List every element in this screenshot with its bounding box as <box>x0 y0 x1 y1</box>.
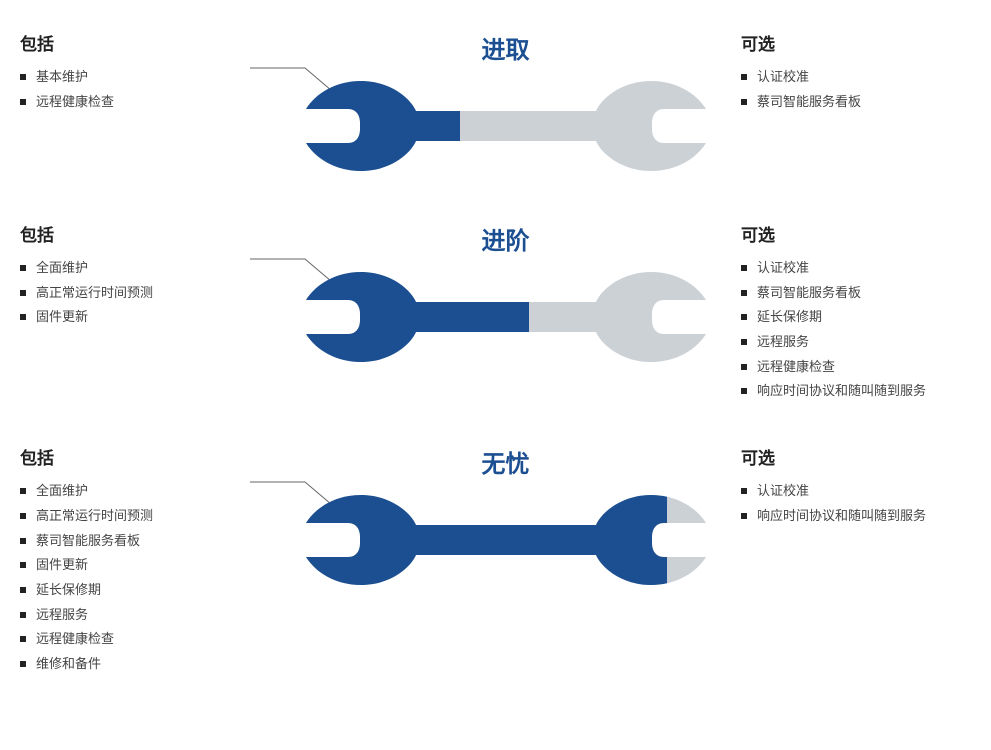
center-column: 进阶 <box>270 221 741 372</box>
included-column: 包括 全面维护高正常运行时间预测固件更新 <box>20 221 270 330</box>
included-column: 包括 基本维护远程健康检查 <box>20 30 270 114</box>
tier-title: 进取 <box>482 30 530 65</box>
included-item: 远程健康检查 <box>20 627 270 652</box>
included-item: 高正常运行时间预测 <box>20 504 270 529</box>
wrench-graphic <box>276 71 736 181</box>
included-item: 蔡司智能服务看板 <box>20 529 270 554</box>
included-item: 维修和备件 <box>20 652 270 677</box>
optional-column: 可选 认证校准蔡司智能服务看板延长保修期远程服务远程健康检查响应时间协议和随叫随… <box>741 221 971 404</box>
included-item: 高正常运行时间预测 <box>20 281 270 306</box>
included-heading: 包括 <box>20 221 270 246</box>
included-item: 固件更新 <box>20 305 270 330</box>
wrench-icon <box>276 485 736 595</box>
optional-heading: 可选 <box>741 221 971 246</box>
optional-item: 远程健康检查 <box>741 355 971 380</box>
tier-row-2: 包括 全面维护高正常运行时间预测蔡司智能服务看板固件更新延长保修期远程服务远程健… <box>20 444 971 677</box>
wrench-icon <box>276 71 736 181</box>
included-heading: 包括 <box>20 30 270 55</box>
included-heading: 包括 <box>20 444 270 469</box>
tier-row-0: 包括 基本维护远程健康检查 进取 可选 认证校准蔡司智能服务看板 <box>20 30 971 181</box>
optional-heading: 可选 <box>741 30 971 55</box>
included-item: 全面维护 <box>20 479 270 504</box>
optional-column: 可选 认证校准响应时间协议和随叫随到服务 <box>741 444 971 528</box>
included-list: 全面维护高正常运行时间预测固件更新 <box>20 256 270 330</box>
included-item: 全面维护 <box>20 256 270 281</box>
included-column: 包括 全面维护高正常运行时间预测蔡司智能服务看板固件更新延长保修期远程服务远程健… <box>20 444 270 677</box>
optional-item: 延长保修期 <box>741 305 971 330</box>
wrench-graphic <box>276 485 736 595</box>
optional-item: 蔡司智能服务看板 <box>741 281 971 306</box>
optional-list: 认证校准响应时间协议和随叫随到服务 <box>741 479 971 528</box>
included-item: 基本维护 <box>20 65 270 90</box>
wrench-icon <box>276 262 736 372</box>
included-item: 延长保修期 <box>20 578 270 603</box>
included-list: 基本维护远程健康检查 <box>20 65 270 114</box>
optional-list: 认证校准蔡司智能服务看板延长保修期远程服务远程健康检查响应时间协议和随叫随到服务 <box>741 256 971 404</box>
optional-item: 远程服务 <box>741 330 971 355</box>
included-list: 全面维护高正常运行时间预测蔡司智能服务看板固件更新延长保修期远程服务远程健康检查… <box>20 479 270 677</box>
center-column: 无忧 <box>270 444 741 595</box>
optional-item: 认证校准 <box>741 65 971 90</box>
optional-item: 响应时间协议和随叫随到服务 <box>741 379 971 404</box>
optional-item: 认证校准 <box>741 256 971 281</box>
included-item: 远程健康检查 <box>20 90 270 115</box>
optional-item: 蔡司智能服务看板 <box>741 90 971 115</box>
tier-title: 进阶 <box>482 221 530 256</box>
included-item: 固件更新 <box>20 553 270 578</box>
center-column: 进取 <box>270 30 741 181</box>
tier-row-1: 包括 全面维护高正常运行时间预测固件更新 进阶 可选 认证校准蔡司智能服务看板延… <box>20 221 971 404</box>
optional-heading: 可选 <box>741 444 971 469</box>
tier-title: 无忧 <box>482 444 530 479</box>
optional-list: 认证校准蔡司智能服务看板 <box>741 65 971 114</box>
optional-column: 可选 认证校准蔡司智能服务看板 <box>741 30 971 114</box>
optional-item: 认证校准 <box>741 479 971 504</box>
wrench-graphic <box>276 262 736 372</box>
optional-item: 响应时间协议和随叫随到服务 <box>741 504 971 529</box>
included-item: 远程服务 <box>20 603 270 628</box>
